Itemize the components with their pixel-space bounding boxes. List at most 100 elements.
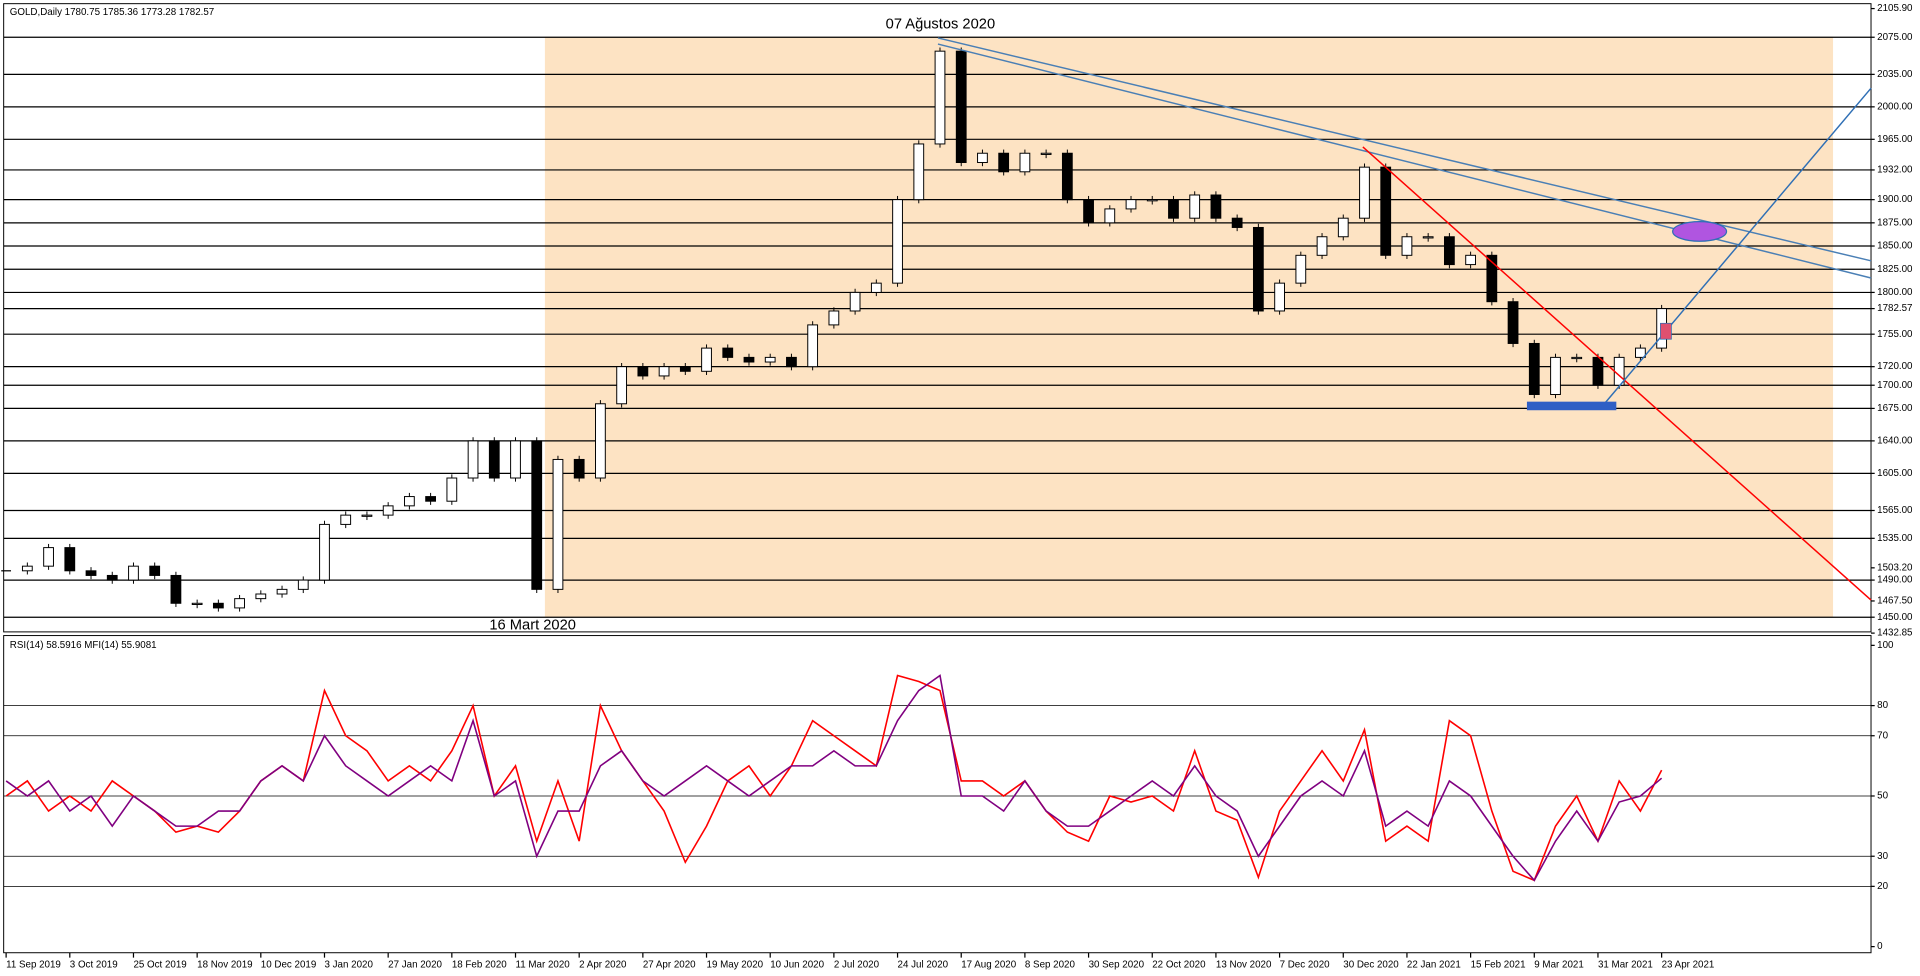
candle xyxy=(1019,152,1031,173)
candle xyxy=(488,440,500,479)
candle xyxy=(297,579,309,590)
candle xyxy=(1146,199,1158,202)
candle xyxy=(998,152,1010,173)
candle xyxy=(764,356,776,363)
candle xyxy=(425,496,436,502)
candle xyxy=(552,458,564,590)
target-ellipse xyxy=(1672,221,1728,242)
candle xyxy=(340,514,352,525)
y-tick-label: 1605.00 xyxy=(1877,468,1913,479)
x-tick-label: 11 Sep 2019 xyxy=(6,960,61,971)
candle xyxy=(191,602,203,605)
candle xyxy=(64,547,76,572)
y-tick-label: 1450.00 xyxy=(1877,612,1913,623)
x-tick-label: 22 Jan 2021 xyxy=(1407,960,1461,971)
candle xyxy=(1422,236,1434,239)
candle xyxy=(977,152,988,164)
candle xyxy=(1252,226,1264,312)
candle xyxy=(1274,282,1285,312)
candle xyxy=(85,570,97,576)
candle xyxy=(1443,236,1455,266)
y-tick-label: 1640.00 xyxy=(1877,435,1913,446)
candle xyxy=(1635,347,1646,358)
candle xyxy=(1337,217,1349,238)
y-tick-label: 1700.00 xyxy=(1877,380,1913,391)
indicator-pane xyxy=(3,635,1872,954)
candle xyxy=(722,347,734,358)
candle xyxy=(255,593,267,600)
candle xyxy=(573,458,585,479)
candle xyxy=(807,324,819,368)
candle xyxy=(955,50,967,164)
candle xyxy=(1061,152,1073,201)
y-tick-label: 1432.85 xyxy=(1877,628,1913,639)
x-tick-label: 27 Jan 2020 xyxy=(388,960,442,971)
x-tick-label: 2 Jul 2020 xyxy=(834,960,880,971)
candle xyxy=(1359,166,1370,219)
candle xyxy=(701,347,712,372)
candle xyxy=(1465,254,1476,266)
x-tick-label: 13 Nov 2020 xyxy=(1216,960,1272,971)
x-tick-label: 31 Mar 2021 xyxy=(1598,960,1653,971)
candle xyxy=(595,403,606,479)
y-tick-label: 1467.50 xyxy=(1877,596,1913,607)
y-tick-label: 2075.00 xyxy=(1877,32,1913,43)
y-tick-label: 1875.00 xyxy=(1877,217,1913,228)
y-tick-label: 1755.00 xyxy=(1877,329,1913,340)
price-header: GOLD,Daily 1780.75 1785.36 1773.28 1782.… xyxy=(10,7,214,18)
candle xyxy=(446,477,458,502)
y-tick-label: 1965.00 xyxy=(1877,134,1913,145)
candle xyxy=(1210,194,1222,219)
y-tick-label: 2000.00 xyxy=(1877,101,1913,112)
candle xyxy=(1168,199,1179,219)
candle xyxy=(1571,356,1583,360)
candle xyxy=(616,366,628,405)
candle xyxy=(1316,236,1328,256)
x-tick-label: 23 Apr 2021 xyxy=(1662,960,1715,971)
candle xyxy=(106,574,118,581)
candle xyxy=(1295,254,1307,284)
price-pane xyxy=(3,3,1872,633)
candle xyxy=(934,50,946,145)
candle xyxy=(404,496,415,507)
candle xyxy=(1083,199,1094,224)
x-tick-label: 3 Oct 2019 xyxy=(70,960,118,971)
candle xyxy=(913,143,925,201)
y-tick-label: 1850.00 xyxy=(1877,241,1913,252)
candle xyxy=(149,565,161,576)
candle xyxy=(382,505,394,516)
y-tick-label: 100 xyxy=(1877,640,1894,651)
candle xyxy=(21,565,33,572)
candle xyxy=(849,291,861,312)
x-tick-label: 15 Feb 2021 xyxy=(1471,960,1526,971)
x-tick-label: 10 Dec 2019 xyxy=(261,960,316,971)
candle xyxy=(1613,356,1625,386)
y-tick-label: 1535.00 xyxy=(1877,533,1913,544)
x-tick-label: 30 Sep 2020 xyxy=(1089,960,1145,971)
y-tick-label: 1800.00 xyxy=(1877,287,1913,298)
candle xyxy=(892,199,903,284)
candle xyxy=(1040,152,1052,155)
y-tick-label: 1490.00 xyxy=(1877,575,1913,586)
y-tick-label: 1782.57 xyxy=(1877,303,1912,314)
candle xyxy=(1189,194,1201,219)
candle xyxy=(870,282,882,293)
uptrend-line xyxy=(1603,87,1872,405)
x-tick-label: 10 Jun 2020 xyxy=(770,960,824,971)
y-tick-label: 20 xyxy=(1877,881,1888,892)
highlight-zone xyxy=(544,36,1834,618)
x-tick-label: 7 Dec 2020 xyxy=(1280,960,1331,971)
candle xyxy=(658,366,670,377)
candle xyxy=(170,574,182,604)
support-box xyxy=(1526,401,1617,411)
candle xyxy=(1104,208,1116,224)
x-tick-label: 3 Jan 2020 xyxy=(324,960,373,971)
candle xyxy=(128,565,139,581)
candle xyxy=(234,598,245,609)
x-tick-label: 22 Oct 2020 xyxy=(1152,960,1206,971)
candle xyxy=(510,440,521,479)
candle xyxy=(1528,342,1540,395)
x-tick-label: 9 Mar 2021 xyxy=(1534,960,1583,971)
y-tick-label: 1900.00 xyxy=(1877,194,1913,205)
